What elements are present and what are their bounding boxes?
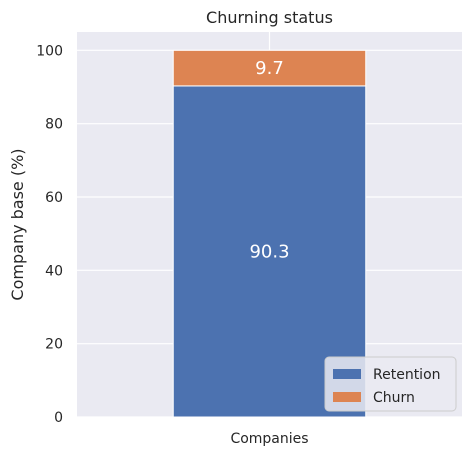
y-axis-label: Company base (%) [8,148,27,300]
chart-title: Churning status [206,8,333,27]
legend-swatch-retention [333,369,361,379]
legend-swatch-churn [333,392,361,402]
data-labels: 90.3 9.7 [249,58,289,262]
data-label-churn: 9.7 [255,58,284,79]
bar-segment-churn [172,49,367,87]
legend-label-churn: Churn [373,390,415,406]
y-tick-label: 40 [45,263,63,279]
y-tick-label: 20 [45,337,63,353]
y-tick-labels: 0 20 40 60 80 100 [36,43,63,426]
y-tick-label: 0 [54,410,63,426]
y-tick-label: 60 [45,190,63,206]
legend: Retention Churn [324,356,457,412]
x-tick-label: Companies [230,431,308,447]
legend-label-retention: Retention [373,367,441,383]
y-tick-label: 100 [36,43,63,59]
y-tick-label: 80 [45,117,63,133]
data-label-retention: 90.3 [249,241,289,262]
